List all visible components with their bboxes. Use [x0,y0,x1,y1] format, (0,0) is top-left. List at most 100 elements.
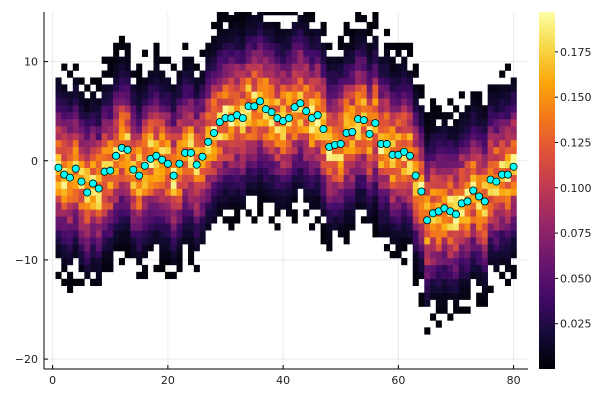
density-cell [188,167,195,175]
density-cell [297,139,304,148]
density-cell [476,112,483,120]
density-cell [309,28,316,37]
density-cell [118,237,125,245]
density-cell [355,12,362,16]
density-cell [216,12,223,16]
density-cell [101,70,108,78]
density-cell [55,223,62,231]
density-cell [499,112,506,120]
density-cell [262,181,270,189]
density-cell [470,98,477,106]
density-cell [78,105,85,113]
density-cell [141,195,149,203]
density-cell [378,174,385,182]
density-cell [303,160,310,168]
density-cell [165,153,172,162]
density-cell [95,98,102,106]
density-cell [355,153,362,162]
density-cell [188,105,195,113]
density-cell [332,98,339,106]
density-cell [493,209,500,217]
scatter-point [509,162,518,171]
density-cell [188,257,195,266]
density-cell [136,70,143,78]
density-cell [424,257,431,266]
density-cell [487,119,494,127]
density-cell [193,91,200,99]
density-cell [78,237,85,245]
density-cell [337,70,344,78]
density-cell [447,202,454,210]
density-cell [165,91,172,99]
density-cell [211,216,218,224]
density-cell [389,223,396,231]
density-cell [118,257,125,266]
density-cell [124,244,131,252]
density-cell [441,188,448,196]
density-cell [245,35,252,44]
density-cell [95,202,102,210]
density-cell [389,84,396,92]
density-cell [355,28,362,37]
density-cell [493,250,500,259]
density-cell [424,292,431,300]
density-cell [314,63,321,71]
density-cell [303,84,310,92]
density-cell [510,181,517,189]
density-cell [239,84,246,92]
density-cell [188,188,195,196]
density-cell [130,216,137,224]
density-cell [453,105,460,113]
density-cell [165,209,172,217]
density-cell [170,132,177,141]
density-cell [274,42,281,50]
density-cell [441,237,448,245]
density-cell [383,105,391,113]
density-cell [245,119,252,127]
density-cell [476,271,483,280]
density-cell [188,70,195,78]
density-cell [378,160,385,168]
density-cell [464,244,471,252]
density-cell [130,160,137,168]
density-cell [487,126,494,134]
density-cell [136,244,143,252]
density-cell [245,28,252,37]
density-cell [153,112,160,120]
density-cell [481,237,488,245]
density-cell [280,49,287,57]
density-cell [67,209,74,217]
density-cell [72,216,79,224]
density-cell [141,230,149,238]
scatter-point [313,111,322,120]
density-cell [418,167,425,175]
density-cell [383,174,391,182]
density-cell [222,174,229,182]
density-cell [458,257,465,266]
density-cell [435,257,442,266]
density-cell [205,188,212,196]
density-cell [84,112,91,120]
density-cell [61,91,68,99]
density-cell [188,132,195,141]
density-cell [441,119,448,127]
density-cell [84,167,91,175]
density-cell [113,105,120,113]
density-cell [90,216,97,224]
density-cell [118,132,125,141]
density-cell [303,167,310,175]
density-cell [222,91,229,99]
density-cell [124,98,131,106]
density-cell [476,126,483,134]
density-cell [216,195,223,203]
density-cell [504,98,512,106]
density-cell [435,139,442,148]
density-cell [389,77,396,85]
density-cell [280,174,287,182]
density-cell [113,126,120,134]
density-cell [435,112,442,120]
density-cell [130,70,137,78]
density-cell [90,98,97,106]
density-cell [407,230,414,238]
density-cell [499,244,506,252]
